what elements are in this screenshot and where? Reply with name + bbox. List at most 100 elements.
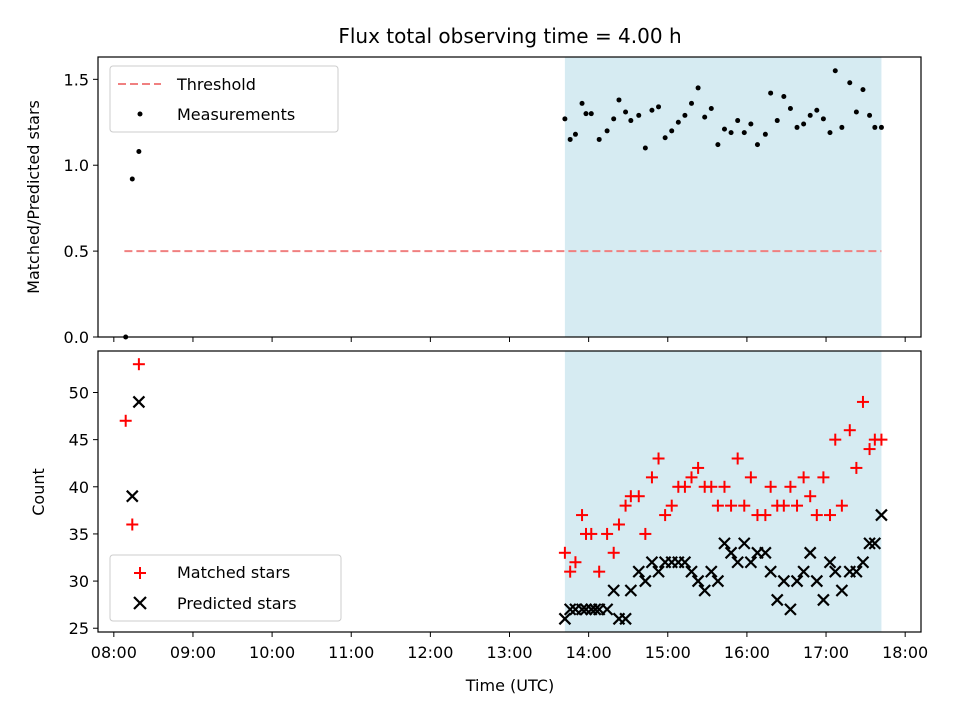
- predicted-star-point: [639, 574, 652, 588]
- predicted-star-point: [759, 546, 772, 560]
- predicted-star-point-b: [588, 603, 602, 616]
- bottom-y-tick-label: 25: [69, 619, 89, 638]
- predicted-star-point-b: [698, 584, 711, 597]
- measurement-point: [636, 112, 642, 118]
- top-shaded-span: [564, 57, 882, 337]
- matched-star-point: [711, 499, 724, 512]
- bottom-y-tick-label: 35: [69, 525, 89, 544]
- predicted-star-point: [132, 395, 146, 409]
- predicted-star-point: [770, 593, 784, 607]
- matched-star-point: [843, 424, 856, 437]
- measurement-point: [702, 114, 708, 120]
- matched-legend-label: Matched stars: [177, 563, 290, 582]
- measurement-point: [820, 116, 826, 122]
- bottom-y-axis-label: Count: [29, 468, 48, 516]
- predicted-star-point-b: [579, 603, 593, 616]
- chart-title: Flux total observing time = 4.00 h: [338, 24, 681, 48]
- x-axis-label: Time (UTC): [465, 676, 554, 695]
- predicted-star-point: [632, 565, 646, 578]
- predicted-star-point-b: [835, 584, 849, 597]
- predicted-star-point: [828, 565, 842, 578]
- matched-legend-marker: [134, 567, 146, 579]
- matched-star-point: [791, 499, 804, 512]
- x-tick-label: 16:00: [724, 643, 770, 662]
- x-tick-label: 08:00: [91, 643, 137, 662]
- measurement-point: [596, 136, 602, 142]
- measurement-point: [741, 130, 747, 136]
- predicted-star-point-b: [685, 565, 698, 578]
- predicted-star-point-b: [863, 537, 876, 550]
- predicted-star-point-b: [126, 489, 139, 503]
- matched-star-point: [619, 499, 632, 512]
- x-tick-label: 12:00: [407, 643, 453, 662]
- matched-star-point: [850, 461, 863, 474]
- matched-star-point: [804, 490, 817, 503]
- measurement-point: [787, 106, 793, 112]
- measurement-point: [669, 128, 675, 134]
- measurement-point: [860, 87, 866, 93]
- matched-star-point: [829, 433, 842, 446]
- measurement-point: [628, 118, 634, 124]
- measurement-point: [781, 94, 787, 100]
- measurement-point: [675, 119, 681, 125]
- matched-star-point: [705, 480, 718, 493]
- predicted-star-point: [563, 603, 577, 616]
- predicted-star-point-b: [777, 574, 791, 588]
- predicted-legend-marker: [133, 596, 147, 610]
- bottom-panel: 25 30 35 40 45 50 08:00 09:00 10:00 11:00 12:00 13…: [29, 350, 928, 695]
- predicted-star-point-b: [678, 555, 692, 569]
- bottom-y-tick-label: 40: [69, 478, 89, 497]
- predicted-star-point: [698, 584, 711, 597]
- matched-star-point: [119, 414, 132, 427]
- predicted-star-point-b: [797, 565, 810, 578]
- measurement-point: [708, 106, 714, 112]
- predicted-star-point: [624, 584, 638, 597]
- measurement-point: [832, 68, 838, 74]
- predicted-star-point: [868, 537, 882, 550]
- predicted-star-point: [817, 593, 830, 607]
- measurement-point: [853, 109, 859, 115]
- matched-star-point: [564, 565, 577, 578]
- predicted-star-point: [718, 537, 731, 550]
- x-tick-label: 11:00: [328, 643, 374, 662]
- matched-star-point: [744, 471, 757, 484]
- measurement-point: [649, 107, 655, 113]
- measurement-point: [878, 124, 884, 130]
- predicted-star-point-b: [632, 565, 646, 578]
- predicted-star-point: [652, 565, 665, 578]
- predicted-star-point: [850, 565, 863, 578]
- matched-star-point: [863, 443, 876, 456]
- predicted-star-point: [126, 489, 139, 503]
- measurement-point: [562, 116, 568, 122]
- predicted-star-point-b: [875, 508, 888, 522]
- bottom-legend-box: [109, 554, 342, 622]
- matched-star-point: [639, 527, 652, 540]
- predicted-star-point-b: [624, 584, 638, 597]
- top-y-tick-label: 0.0: [64, 328, 89, 347]
- predicted-star-point: [810, 574, 824, 588]
- predicted-star-point: [575, 603, 589, 616]
- measurement-point: [839, 124, 845, 130]
- measurement-point: [762, 131, 768, 137]
- matched-star-point: [875, 433, 888, 446]
- measurement-point: [616, 97, 622, 103]
- predicted-star-point-b: [803, 546, 817, 560]
- measurement-point: [129, 176, 135, 182]
- measurement-point: [682, 112, 688, 118]
- predicted-star-point-b: [639, 574, 652, 588]
- matched-star-point: [738, 499, 751, 512]
- predicted-star-point: [619, 612, 632, 626]
- matched-star-point: [856, 395, 869, 408]
- matched-star-point: [725, 499, 738, 512]
- predicted-star-point: [790, 574, 804, 588]
- measurement-point: [588, 111, 594, 117]
- predicted-star-point: [737, 537, 751, 550]
- matched-star-point: [764, 480, 777, 493]
- predicted-star-point: [588, 603, 602, 616]
- predicted-star-point: [711, 574, 725, 588]
- predicted-star-point: [600, 603, 614, 616]
- matched-star-point: [777, 499, 790, 512]
- measurement-point: [728, 130, 734, 136]
- top-y-tick-label: 0.5: [64, 242, 89, 261]
